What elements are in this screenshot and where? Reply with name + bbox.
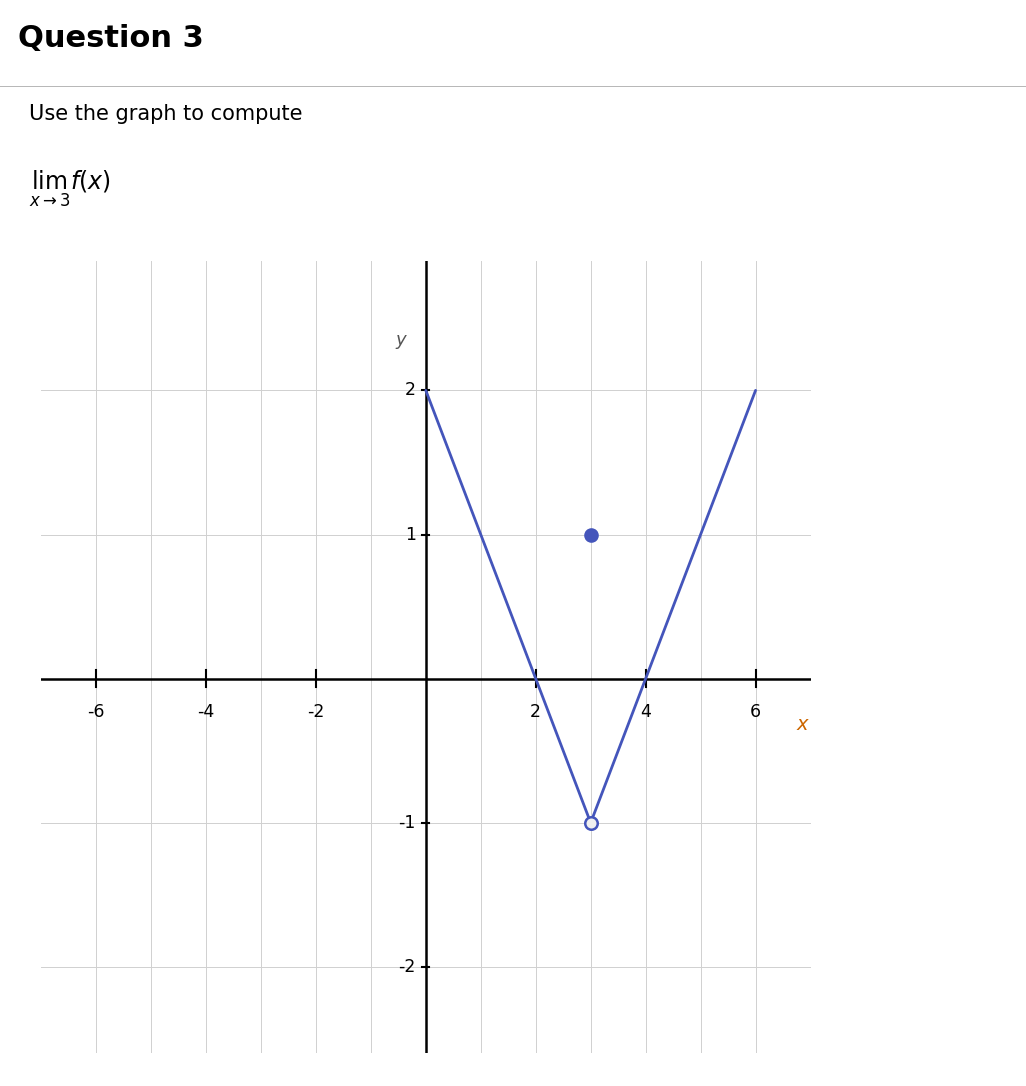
Text: 2: 2 xyxy=(530,703,542,721)
Text: x: x xyxy=(797,715,808,734)
Text: y: y xyxy=(396,331,406,349)
Text: $\underset{x \to 3}{\lim} f(x)$: $\underset{x \to 3}{\lim} f(x)$ xyxy=(29,168,111,209)
Text: 4: 4 xyxy=(640,703,652,721)
Text: -2: -2 xyxy=(307,703,324,721)
Text: Question 3: Question 3 xyxy=(18,24,204,53)
Text: 1: 1 xyxy=(405,526,416,543)
Text: -4: -4 xyxy=(197,703,214,721)
Text: -2: -2 xyxy=(398,958,416,976)
Text: -6: -6 xyxy=(87,703,105,721)
Text: -1: -1 xyxy=(398,813,416,832)
Text: Use the graph to compute: Use the graph to compute xyxy=(29,104,303,124)
Text: 6: 6 xyxy=(750,703,761,721)
Text: 2: 2 xyxy=(405,381,416,400)
